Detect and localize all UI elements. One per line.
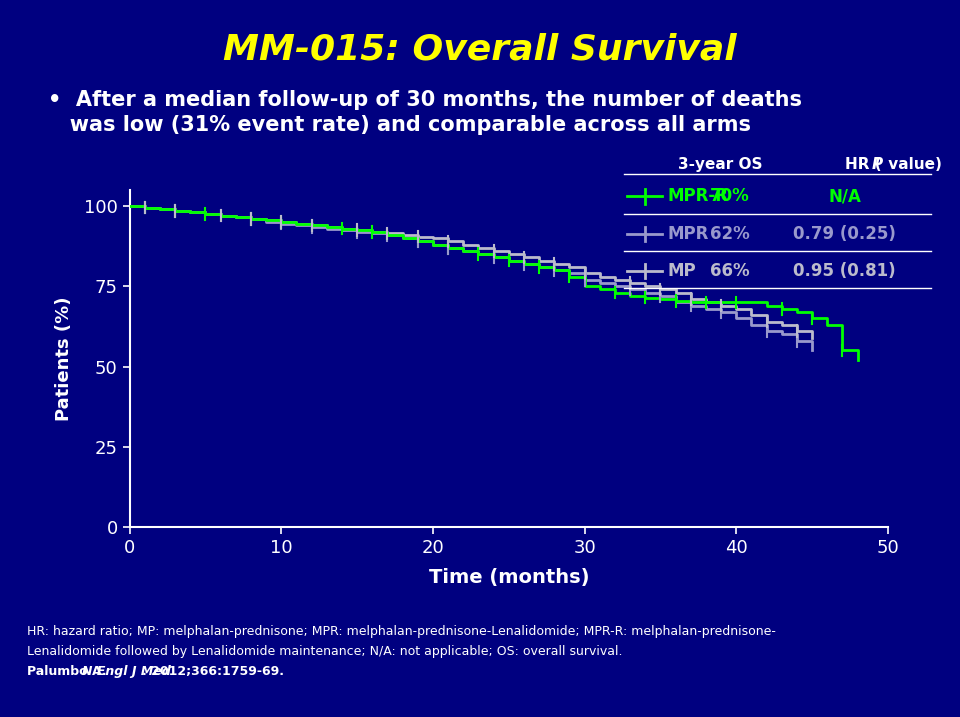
Text: 62%: 62% (709, 224, 750, 243)
Text: HR (: HR ( (845, 157, 881, 172)
Text: HR: hazard ratio; MP: melphalan-prednisone; MPR: melphalan-prednisone-Lenalidomi: HR: hazard ratio; MP: melphalan-predniso… (27, 625, 776, 638)
Text: N/A: N/A (828, 187, 861, 206)
Text: Lenalidomide followed by Lenalidomide maintenance; N/A: not applicable; OS: over: Lenalidomide followed by Lenalidomide ma… (27, 645, 622, 658)
Text: MPR-R: MPR-R (667, 187, 729, 206)
Text: MPR: MPR (667, 224, 708, 243)
Text: P: P (872, 157, 883, 172)
Text: 70%: 70% (709, 187, 750, 206)
X-axis label: Time (months): Time (months) (428, 568, 589, 587)
Text: Palumbo A.: Palumbo A. (27, 665, 110, 678)
Text: 0.79 (0.25): 0.79 (0.25) (793, 224, 897, 243)
Text: 0.95 (0.81): 0.95 (0.81) (794, 262, 896, 280)
Text: . 2012;366:1759-69.: . 2012;366:1759-69. (142, 665, 284, 678)
Text: was low (31% event rate) and comparable across all arms: was low (31% event rate) and comparable … (48, 115, 751, 135)
Text: N Engl J Med: N Engl J Med (82, 665, 171, 678)
Text: 66%: 66% (709, 262, 750, 280)
Y-axis label: Patients (%): Patients (%) (55, 296, 73, 421)
Text: value): value) (883, 157, 942, 172)
Text: MP: MP (667, 262, 696, 280)
Text: MM-015: Overall Survival: MM-015: Overall Survival (223, 32, 737, 66)
Text: •  After a median follow-up of 30 months, the number of deaths: • After a median follow-up of 30 months,… (48, 90, 802, 110)
Text: 3-year OS: 3-year OS (678, 157, 762, 172)
